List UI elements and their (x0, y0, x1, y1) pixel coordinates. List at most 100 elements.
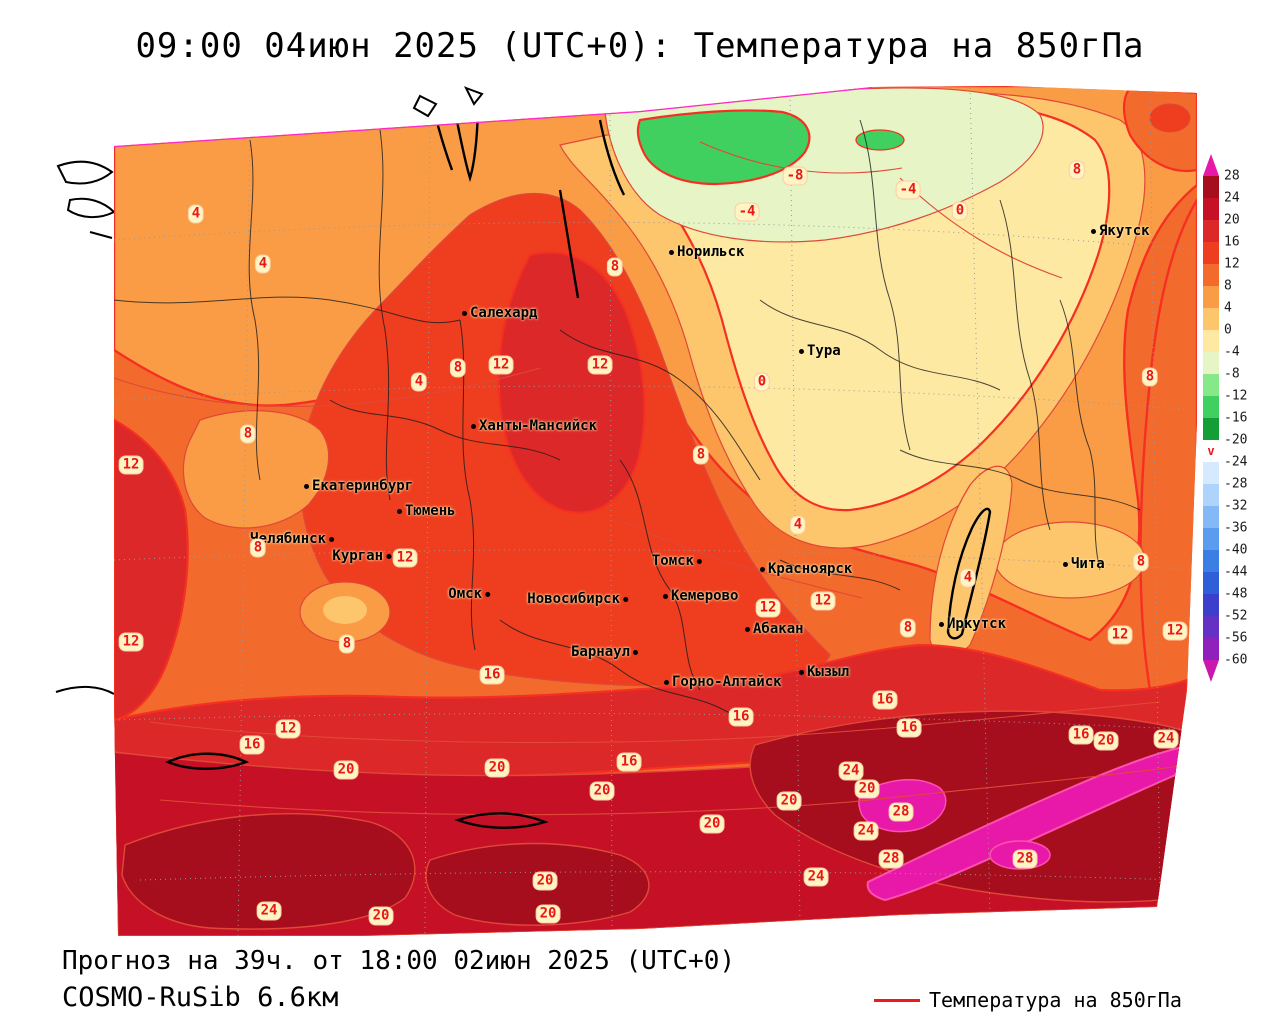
city-dot (329, 536, 334, 542)
city-name: Тура (807, 343, 841, 359)
contour-label: 12 (118, 632, 144, 652)
legend-label: Температура на 850гПа (929, 988, 1182, 1012)
colorbar-tick-label: -12 (1224, 388, 1248, 404)
graticule (114, 87, 1197, 936)
city-dot (799, 669, 804, 675)
city-name: Красноярск (768, 561, 853, 577)
contour-label: 4 (187, 204, 205, 224)
city-dot (471, 423, 476, 429)
colorbar-tick-label: -56 (1224, 630, 1248, 646)
contour-label: 8 (899, 618, 917, 638)
contour-label: 24 (1153, 729, 1179, 749)
contour-label: 28 (878, 849, 904, 869)
city-name: Барнаул (570, 644, 630, 660)
city-name: Салехард (470, 305, 538, 321)
city-dot (799, 348, 804, 354)
city-dot (485, 591, 490, 597)
city-label: Томск (652, 553, 705, 569)
contour-label: 24 (853, 821, 879, 841)
legend-line-sample (874, 998, 920, 1002)
city-name: Абакан (753, 621, 804, 637)
city-label: Екатеринбург (301, 478, 413, 494)
temperature-field (114, 86, 1197, 936)
contour-label: 4 (254, 254, 272, 274)
contour-label: 0 (951, 201, 969, 221)
contour-label: 20 (854, 779, 880, 799)
city-name: Чита (1071, 556, 1105, 572)
city-label: Иркутск (936, 616, 1006, 632)
map-legend: Температура на 850гПа (874, 988, 1182, 1012)
contour-label: 20 (333, 760, 359, 780)
city-dot (1063, 561, 1068, 567)
minor-contour-lines (114, 141, 1181, 816)
contour-label: 28 (1012, 849, 1038, 869)
city-dot (304, 483, 309, 489)
city-name: Горно-Алтайск (672, 674, 782, 690)
colorbar-band (1203, 264, 1219, 286)
contour-label: 28 (888, 802, 914, 822)
city-name: Новосибирск (527, 591, 620, 607)
contour-label: 12 (755, 598, 781, 618)
city-label: Салехард (459, 305, 537, 321)
contour-label: 20 (776, 791, 802, 811)
colorbar-tick-label: -40 (1224, 542, 1248, 558)
city-label: Норильск (666, 244, 744, 260)
colorbar-band (1203, 462, 1219, 484)
model-info: COSMO-RuSib 6.6км (62, 982, 339, 1013)
contour-label: 20 (532, 871, 558, 891)
colorbar-arrow-up-icon (1203, 154, 1219, 176)
city-dot (462, 310, 467, 316)
city-dot (664, 679, 669, 685)
contour-label: 8 (692, 445, 710, 465)
contour-label: 8 (1141, 367, 1159, 387)
city-dot (697, 558, 702, 564)
contour-label: 20 (368, 906, 394, 926)
city-name: Томск (651, 553, 694, 569)
forecast-info: Прогноз на 39ч. от 18:00 02июн 2025 (UTC… (62, 946, 736, 976)
city-dot (669, 249, 674, 255)
city-name: Курган (332, 548, 383, 564)
colorbar-tick-label: -32 (1224, 498, 1248, 514)
city-name: Тюмень (405, 503, 456, 519)
contour-label: 8 (239, 424, 257, 444)
contour-label: 20 (1093, 731, 1119, 751)
contour-label: 12 (118, 455, 144, 475)
colorbar-tick-label: 8 (1224, 278, 1232, 294)
colorbar-band (1203, 572, 1219, 594)
city-label: Абакан (742, 621, 804, 637)
city-label: Горно-Алтайск (661, 674, 782, 690)
colorbar-tick-label: -36 (1224, 520, 1248, 536)
colorbar-tick-label: 20 (1224, 212, 1240, 228)
city-label: Челябинск (250, 531, 337, 547)
city-name: Кызыл (807, 664, 850, 680)
city-label: Барнаул (571, 644, 641, 660)
colorbar-tick-label: -4 (1224, 344, 1240, 360)
city-label: Омск (448, 586, 493, 602)
colorbar-band (1203, 308, 1219, 330)
colorbar-band (1203, 550, 1219, 572)
contour-label: 8 (338, 634, 356, 654)
city-label: Чита (1060, 556, 1105, 572)
contour-label: 12 (392, 548, 418, 568)
city-name: Екатеринбург (312, 478, 414, 494)
colorbar-arrow-down-icon (1203, 660, 1219, 682)
contour-label: 8 (606, 257, 624, 277)
city-dot (760, 566, 765, 572)
colorbar-tick-label: 24 (1224, 190, 1240, 206)
city-label: Кемерово (660, 588, 738, 604)
city-name: Челябинск (250, 531, 326, 547)
colorbar-band (1203, 330, 1219, 352)
contour-label: 20 (484, 758, 510, 778)
contour-label: 12 (587, 355, 613, 375)
domain-edge-line (114, 86, 873, 148)
colorbar-tick-label: -60 (1224, 652, 1248, 668)
colorbar-band (1203, 616, 1219, 638)
colorbar-tick-label: -52 (1224, 608, 1248, 624)
colorbar-tick-label: 0 (1224, 322, 1232, 338)
city-label: Курган (332, 548, 394, 564)
colorbar-tick-label: -8 (1224, 366, 1240, 382)
contour-label: 16 (728, 707, 754, 727)
city-name: Кемерово (671, 588, 739, 604)
